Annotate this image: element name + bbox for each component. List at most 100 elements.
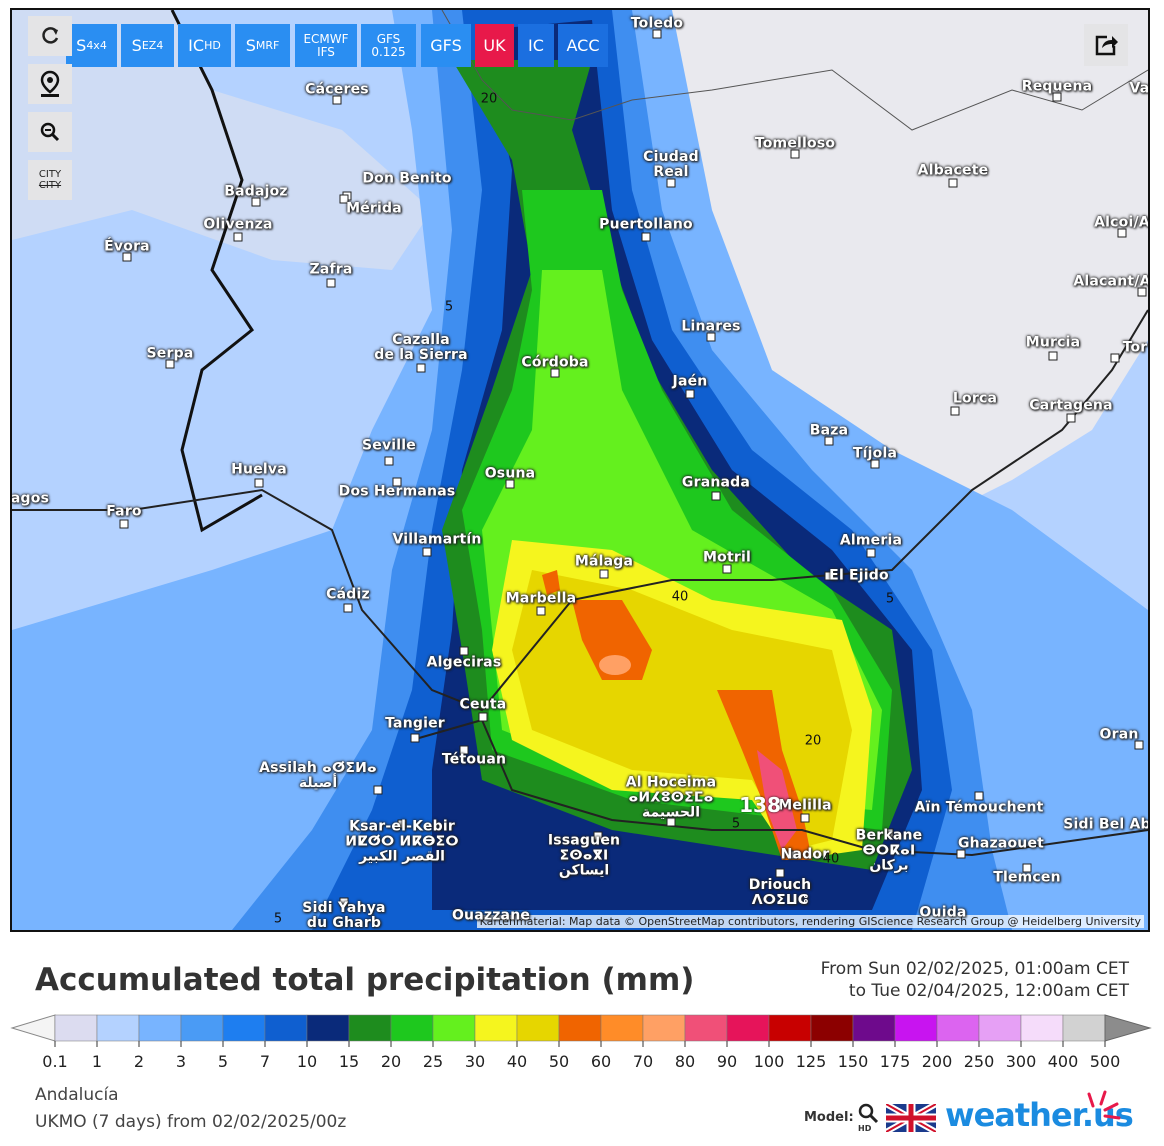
city-marker xyxy=(373,785,383,795)
city-marker xyxy=(397,819,407,829)
city-marker xyxy=(550,368,560,378)
city-name-line: Don Benito xyxy=(362,170,452,187)
model-button[interactable]: GFS xyxy=(421,24,471,67)
color-legend: 0.1 1 2 3 5 7 10 15 20 25 30 40 50 60 70 80 90 100 125 150 1… xyxy=(10,1014,1152,1071)
city-label: Nador xyxy=(780,846,830,863)
city-label: Ouazzane xyxy=(452,908,530,924)
map[interactable]: S 4x4 S EZ4 IC HD S MRF ECMWF IFS GFS 0.125 … xyxy=(10,8,1150,932)
legend-swatch xyxy=(474,1014,518,1042)
city-name-line: Linares xyxy=(681,318,741,335)
city-label: agos xyxy=(12,491,49,507)
city-label: Évora xyxy=(104,239,150,255)
share-button[interactable] xyxy=(1084,24,1128,66)
city-label: El Ejido xyxy=(829,568,889,584)
city-label: Tétouan xyxy=(441,751,507,768)
legend-label: 20 xyxy=(381,1052,401,1071)
city-name-line: Lorca xyxy=(952,390,998,407)
city-name-line: Assilah ⴰⵚⵉⵍⴰ xyxy=(259,760,377,776)
city-name-line: Zafra xyxy=(309,261,353,278)
title: Accumulated total precipitation (mm) xyxy=(35,962,695,998)
model-button[interactable]: S EZ4 xyxy=(121,24,174,67)
city-name-line: Val xyxy=(1129,80,1150,97)
city-name-line: Murcia xyxy=(1025,334,1081,351)
city-label: Puertollano xyxy=(599,217,693,233)
contour-label: 5 xyxy=(273,911,283,927)
button-label: IC xyxy=(188,36,205,55)
city-name-line: Olivenza xyxy=(203,216,273,233)
location-button[interactable] xyxy=(28,64,72,104)
city-name-line: Tétouan xyxy=(441,751,507,768)
zoom-button[interactable] xyxy=(28,112,72,152)
city-name-line: Nador xyxy=(780,846,830,863)
legend-label: 200 xyxy=(922,1052,953,1071)
city-label: Berkane ⴱⵔⴽⴰⵏ بركان xyxy=(855,827,923,874)
city-marker xyxy=(1137,287,1147,297)
city-name-line: Berkane xyxy=(855,827,923,844)
legend-label: 50 xyxy=(549,1052,569,1071)
city-label: Marbella xyxy=(506,591,576,607)
city-name-line: Tíjola xyxy=(852,445,898,462)
city-label: Cartagena xyxy=(1029,398,1113,414)
city-label: Issaguen ⵉⵙⴰⴳⵏ ايساكن xyxy=(548,833,620,879)
city-marker xyxy=(1022,863,1032,873)
city-name-line: Requena xyxy=(1021,78,1093,95)
refresh-button[interactable] xyxy=(28,16,72,56)
city-label: Cáceres xyxy=(305,82,369,98)
model-button[interactable]: S 4x4 xyxy=(66,24,117,67)
city-name-line: Motril xyxy=(703,549,751,566)
model-button[interactable]: ECMWF IFS xyxy=(295,24,357,67)
city-name-line: Ksar-el-Kebir xyxy=(349,818,455,835)
city-marker xyxy=(459,745,469,755)
location-icon xyxy=(40,70,60,97)
model-button[interactable]: IC xyxy=(518,24,554,67)
city-label: Alcoi/A xyxy=(1094,214,1150,231)
time-to: to Tue 02/04/2025, 12:00am CET xyxy=(848,981,1129,1001)
city-name-line: Dos Hermanas xyxy=(338,483,456,500)
legend-label: 10 xyxy=(297,1052,317,1071)
precipitation-field xyxy=(12,10,1148,930)
city-name-line: Tomelloso xyxy=(754,135,836,152)
city-name-line: القصر الكبير xyxy=(359,848,445,865)
city-marker xyxy=(251,197,261,207)
contour-label: 20 xyxy=(480,91,498,107)
legend-label: 25 xyxy=(423,1052,443,1071)
city-marker xyxy=(824,571,834,581)
city-label: Ghazaouet xyxy=(958,836,1044,852)
model-button[interactable]: S MRF xyxy=(235,24,290,67)
model-run: UKMO (7 days) from 02/02/2025/00z xyxy=(35,1112,347,1132)
city-label: Requena xyxy=(1021,78,1093,95)
city-label: Málaga xyxy=(574,553,634,570)
city-name-line: Córdoba xyxy=(521,354,589,371)
city-label: Driouch ⴷⵔⵉⵡⵛ xyxy=(749,878,812,908)
city-marker xyxy=(459,646,469,656)
city-name-line: Toledo xyxy=(630,15,684,32)
city-label: Zafra xyxy=(309,261,353,278)
city-marker xyxy=(884,828,894,838)
city-marker xyxy=(722,564,732,574)
city-name-line: Mérida xyxy=(346,200,402,217)
city-name-line: ⴱⵔⴽⴰⵏ xyxy=(862,842,916,859)
city-toggle[interactable]: CITY CITY xyxy=(28,160,72,200)
legend-swatch xyxy=(684,1014,728,1042)
city-name-line: Al Hoceima xyxy=(625,774,717,791)
city-marker xyxy=(1052,92,1062,102)
city-label: Ksar-el-Kebir ⵍⵇⵚⵔ ⵍⴽⴱⵉⵔ القصر الكبير xyxy=(345,818,459,865)
model-button[interactable]: ACC xyxy=(558,24,608,67)
city-marker xyxy=(384,456,394,466)
city-name-line: ⴰⵍⵃⵓⵙⵉⵎⴰ xyxy=(628,789,714,806)
model-button[interactable]: GFS 0.125 xyxy=(361,24,416,67)
legend-swatch xyxy=(852,1014,896,1042)
share-icon xyxy=(1095,35,1118,56)
city-label: Tangier xyxy=(385,716,445,732)
city-marker xyxy=(599,569,609,579)
button-label: S xyxy=(245,36,256,55)
city-label: Al Hoceima ⴰⵍⵃⵓⵙⵉⵎⴰ الحسيمة xyxy=(625,774,717,821)
button-sub: 4x4 xyxy=(86,39,107,52)
city-name-line: Alcoi/A xyxy=(1094,214,1150,231)
model-button[interactable]: IC HD xyxy=(178,24,231,67)
city-label: Serpa xyxy=(147,346,194,362)
legend-label: 150 xyxy=(838,1052,869,1071)
model-button-active[interactable]: UK xyxy=(475,24,514,67)
city-name-line: Málaga xyxy=(574,553,634,570)
